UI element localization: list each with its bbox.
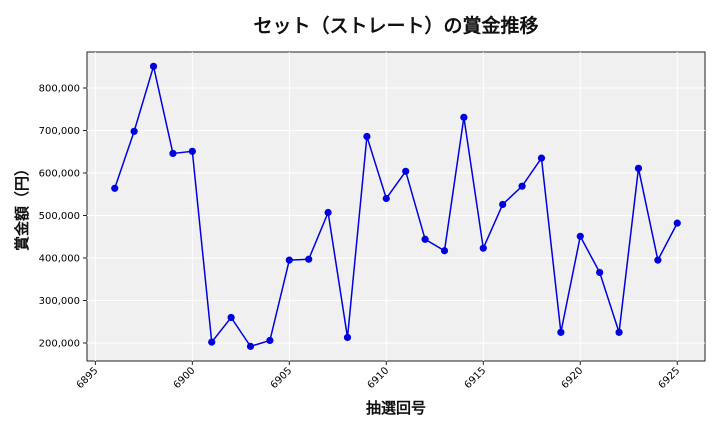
data-point xyxy=(285,256,293,264)
data-point xyxy=(149,62,158,70)
data-point xyxy=(421,235,429,243)
x-tick-label: 6915 xyxy=(463,365,489,391)
x-tick-label: 6925 xyxy=(657,365,683,391)
y-tick-label: 500,000 xyxy=(39,211,80,222)
data-point xyxy=(188,147,196,155)
data-point xyxy=(363,132,371,141)
data-point xyxy=(479,244,487,252)
x-tick-label: 6920 xyxy=(560,365,586,391)
data-point xyxy=(305,255,313,263)
data-point xyxy=(654,256,662,264)
series-line xyxy=(114,63,678,348)
data-point xyxy=(111,184,119,192)
x-tick-label: 6900 xyxy=(172,365,198,391)
x-axis-ticks: 6895 6900 6905 6910 6915 6920 6925 xyxy=(75,361,683,391)
series-prize xyxy=(111,62,681,350)
data-point xyxy=(499,200,507,209)
data-point xyxy=(208,338,216,346)
plot-area xyxy=(86,51,706,362)
data-point xyxy=(673,219,681,227)
data-point xyxy=(634,164,643,172)
data-point xyxy=(343,333,352,342)
data-point xyxy=(460,113,468,121)
grid-lines xyxy=(87,52,705,361)
data-point xyxy=(537,154,546,162)
x-axis-label: 抽選回号 xyxy=(366,399,426,417)
data-point xyxy=(596,268,604,277)
data-point xyxy=(402,167,410,175)
data-point xyxy=(557,328,565,336)
data-point xyxy=(266,336,274,345)
x-tick-label: 6905 xyxy=(269,365,295,391)
data-point xyxy=(518,182,526,190)
data-point xyxy=(130,127,138,135)
chart-title: セット（ストレート）の賞金推移 xyxy=(253,14,538,37)
data-point xyxy=(246,342,255,350)
y-tick-label: 600,000 xyxy=(39,168,80,179)
y-tick-label: 700,000 xyxy=(39,126,80,137)
y-axis-label: 賞金額（円） xyxy=(13,161,31,251)
data-point xyxy=(324,208,332,217)
y-tick-label: 200,000 xyxy=(39,338,80,349)
x-tick-label: 6895 xyxy=(75,365,101,391)
y-axis-ticks: 200,000 300,000 400,000 500,000 600,000 700,0… xyxy=(39,83,87,349)
data-point xyxy=(227,313,235,322)
data-point xyxy=(576,232,584,240)
y-tick-label: 400,000 xyxy=(39,253,80,264)
data-point xyxy=(615,328,623,336)
data-point xyxy=(169,149,177,158)
x-tick-label: 6910 xyxy=(366,365,392,391)
y-tick-label: 800,000 xyxy=(39,83,80,94)
data-point xyxy=(440,247,449,255)
data-point xyxy=(382,194,390,203)
y-tick-label: 300,000 xyxy=(39,296,80,307)
